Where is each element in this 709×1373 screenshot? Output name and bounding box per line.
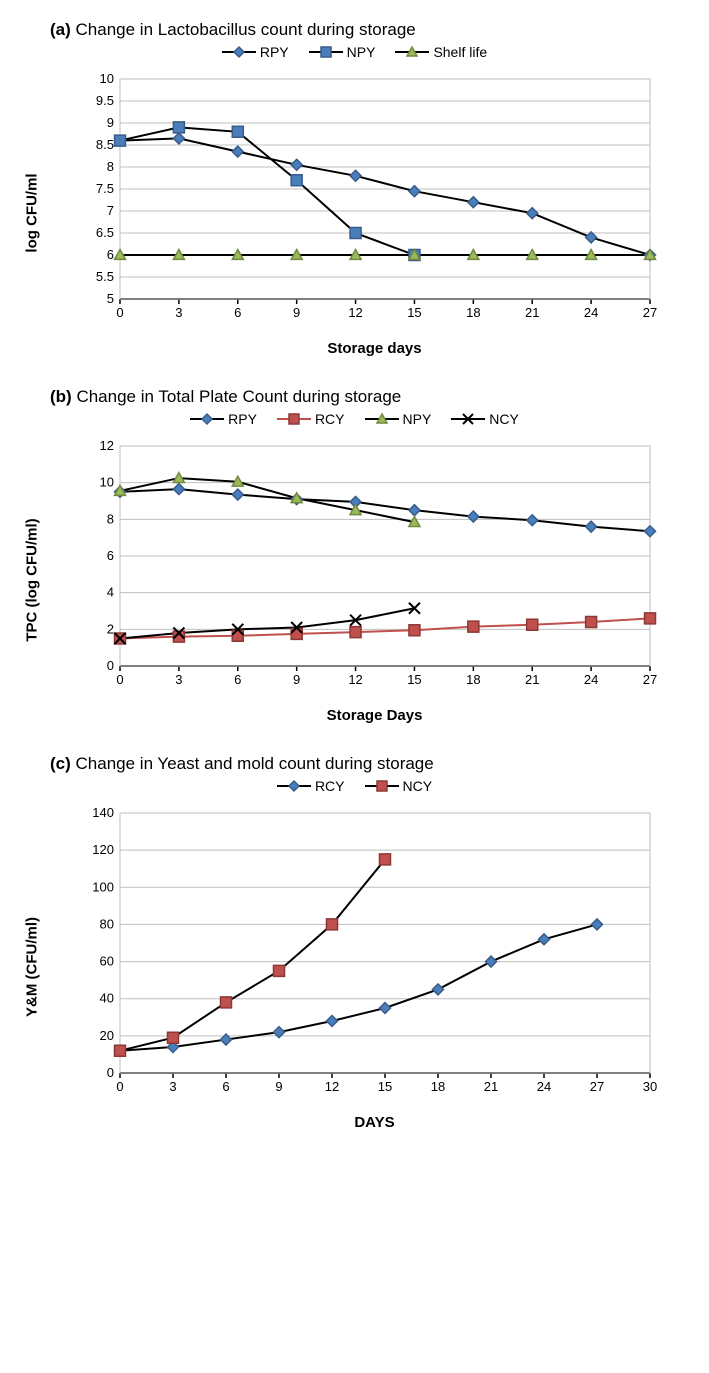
xlabel-b: Storage Days [80, 707, 669, 724]
svg-text:21: 21 [525, 672, 539, 687]
svg-text:100: 100 [92, 879, 114, 894]
ylabel-c: Y&M (CFU/ml) [24, 917, 41, 1017]
ylabel-b: TPC (log CFU/ml) [24, 518, 41, 641]
panel-b-title: (b) Change in Total Plate Count during s… [50, 387, 689, 407]
legend-c: RCY NCY [20, 778, 689, 797]
svg-text:7: 7 [107, 203, 114, 218]
xlabel-a: Storage days [80, 340, 669, 357]
svg-text:0: 0 [116, 672, 123, 687]
legend-b: RPY RCY NPY NCY [20, 411, 689, 430]
svg-text:6.5: 6.5 [96, 225, 114, 240]
svg-text:24: 24 [537, 1079, 551, 1094]
chart-a-svg: 5 5.5 6 6.5 7 7.5 8 8.5 9 9.5 10 0 3 6 9 12 15 18 21 24 27 [80, 69, 660, 329]
svg-text:9.5: 9.5 [96, 93, 114, 108]
svg-text:9: 9 [275, 1079, 282, 1094]
svg-text:8: 8 [107, 159, 114, 174]
chart-c-svg: 0 20 40 60 80 100 120 140 0 3 6 9 12 15 18 21 24 27 30 [80, 803, 660, 1103]
svg-text:6: 6 [234, 305, 241, 320]
svg-text:12: 12 [100, 438, 114, 453]
svg-text:0: 0 [116, 305, 123, 320]
svg-text:6: 6 [107, 548, 114, 563]
svg-text:0: 0 [107, 658, 114, 673]
svg-text:9: 9 [293, 305, 300, 320]
panel-c-title: (c) Change in Yeast and mold count durin… [50, 754, 689, 774]
legend-item-shelf-life: Shelf life [395, 44, 487, 60]
svg-text:27: 27 [643, 672, 657, 687]
svg-text:18: 18 [466, 305, 480, 320]
svg-text:15: 15 [407, 672, 421, 687]
panel-a-title: (a) Change in Lactobacillus count during… [50, 20, 689, 40]
svg-text:120: 120 [92, 842, 114, 857]
svg-text:0: 0 [116, 1079, 123, 1094]
svg-text:30: 30 [643, 1079, 657, 1094]
legend-item-rcy: RCY [277, 411, 345, 427]
legend-item-rcy: RCY [277, 778, 345, 794]
svg-text:27: 27 [590, 1079, 604, 1094]
svg-text:12: 12 [348, 672, 362, 687]
svg-text:7.5: 7.5 [96, 181, 114, 196]
svg-text:21: 21 [525, 305, 539, 320]
panel-c: (c) Change in Yeast and mold count durin… [20, 754, 689, 1131]
svg-text:10: 10 [100, 71, 114, 86]
svg-text:6: 6 [222, 1079, 229, 1094]
svg-text:12: 12 [348, 305, 362, 320]
svg-text:18: 18 [431, 1079, 445, 1094]
svg-text:12: 12 [325, 1079, 339, 1094]
svg-text:24: 24 [584, 672, 598, 687]
svg-text:4: 4 [107, 585, 114, 600]
legend-item-rpy: RPY [190, 411, 257, 427]
svg-text:2: 2 [107, 621, 114, 636]
legend-item-npy: NPY [309, 44, 376, 60]
svg-text:5: 5 [107, 291, 114, 306]
svg-text:80: 80 [100, 916, 114, 931]
legend-item-ncy: NCY [365, 778, 433, 794]
svg-text:3: 3 [169, 1079, 176, 1094]
svg-text:9: 9 [107, 115, 114, 130]
svg-text:15: 15 [378, 1079, 392, 1094]
svg-text:27: 27 [643, 305, 657, 320]
chart-b-svg: 0246810120369121518212427 [80, 436, 660, 696]
svg-text:3: 3 [175, 672, 182, 687]
svg-text:20: 20 [100, 1028, 114, 1043]
svg-text:60: 60 [100, 954, 114, 969]
panel-a: (a) Change in Lactobacillus count during… [20, 20, 689, 357]
svg-text:40: 40 [100, 991, 114, 1006]
xlabel-c: DAYS [80, 1114, 669, 1131]
legend-item-rpy: RPY [222, 44, 289, 60]
panel-b: (b) Change in Total Plate Count during s… [20, 387, 689, 724]
svg-text:140: 140 [92, 805, 114, 820]
svg-text:18: 18 [466, 672, 480, 687]
svg-text:10: 10 [100, 475, 114, 490]
svg-text:6: 6 [234, 672, 241, 687]
ylabel-a: log CFU/ml [24, 173, 41, 252]
svg-text:0: 0 [107, 1065, 114, 1080]
legend-item-npy: NPY [365, 411, 432, 427]
svg-text:8: 8 [107, 511, 114, 526]
svg-text:3: 3 [175, 305, 182, 320]
legend-a: RPY NPY Shelf life [20, 44, 689, 63]
svg-text:5.5: 5.5 [96, 269, 114, 284]
svg-text:15: 15 [407, 305, 421, 320]
svg-text:24: 24 [584, 305, 598, 320]
svg-text:8.5: 8.5 [96, 137, 114, 152]
svg-text:21: 21 [484, 1079, 498, 1094]
svg-text:6: 6 [107, 247, 114, 262]
legend-item-ncy: NCY [451, 411, 519, 427]
svg-text:9: 9 [293, 672, 300, 687]
